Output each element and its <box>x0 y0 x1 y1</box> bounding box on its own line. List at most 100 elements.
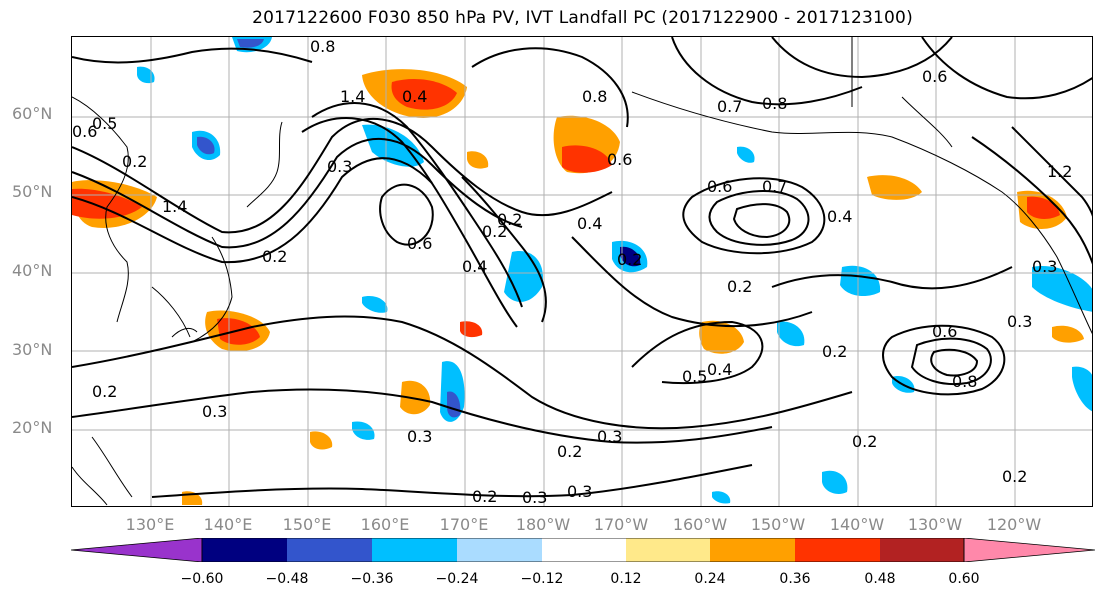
pv-contour <box>571 236 813 328</box>
longitude-label: 160°W <box>672 515 728 534</box>
contour-label: 0.3 <box>407 427 432 446</box>
colorbar-extend-low <box>71 538 203 562</box>
positive-anomaly-patch <box>391 79 457 110</box>
coastline <box>851 37 953 148</box>
coastline <box>72 436 133 506</box>
negative-anomaly-patch <box>840 265 881 297</box>
negative-anomaly-patch <box>822 470 848 494</box>
contour-label: 0.3 <box>327 157 352 176</box>
colorbar-extend-high <box>963 538 1095 562</box>
negative-anomaly-patch <box>362 124 424 167</box>
pv-contour <box>1011 126 1092 217</box>
pv-contour <box>971 136 1092 265</box>
positive-anomaly-patch <box>1027 196 1060 219</box>
contour-label: 0.4 <box>707 360 732 379</box>
contour-label: 0.2 <box>822 342 847 361</box>
pv-contour <box>311 102 523 308</box>
pv-contour <box>732 203 791 239</box>
coastlines <box>72 37 1092 506</box>
positive-anomaly-patch <box>460 321 483 338</box>
positive-anomaly-patch <box>562 145 612 173</box>
contour-label: 0.8 <box>952 372 977 391</box>
colorbar-tick-label: 0.12 <box>610 571 642 587</box>
map-panel: 0.8 1.4 0.5 0.6 0.4 0.3 0.2 0.4 0.6 0.2 … <box>71 36 1093 507</box>
contour-label-layer: 0.8 1.4 0.5 0.6 0.4 0.3 0.2 0.4 0.6 0.2 … <box>72 37 1072 507</box>
longitude-label: 140°W <box>829 515 885 534</box>
pv-contour <box>72 157 433 264</box>
colorbar-bin <box>372 538 457 562</box>
colorbar-bin <box>287 538 372 562</box>
contour-label: 0.3 <box>522 488 547 507</box>
negative-anomaly-patch <box>362 296 388 313</box>
contour-label: 0.2 <box>557 442 582 461</box>
contour-label: 0.2 <box>122 152 147 171</box>
pv-contour <box>671 37 863 106</box>
graticule <box>72 37 1092 506</box>
colorbar-tick-label: −0.24 <box>435 571 479 587</box>
pv-contour <box>471 47 629 128</box>
longitude-label: 150°W <box>750 515 806 534</box>
colorbar-tick-label: −0.48 <box>265 571 309 587</box>
contour-label: 0.4 <box>402 87 427 106</box>
pv-contour <box>461 176 547 323</box>
colorbar-frame <box>201 538 965 562</box>
positive-anomaly-patch <box>310 431 333 450</box>
longitude-label: 150°E <box>282 515 332 534</box>
contour-label: 0.8 <box>310 37 335 56</box>
longitude-label: 130°E <box>125 515 175 534</box>
pv-contour <box>151 464 753 498</box>
contour-label: 0.6 <box>932 322 957 341</box>
colorbar-bin <box>880 538 964 562</box>
negative-anomaly-patch <box>712 491 731 504</box>
contour-label: 0.6 <box>407 234 432 253</box>
longitude-label: 130°W <box>907 515 963 534</box>
coastline <box>246 121 283 208</box>
longitude-label: 120°W <box>986 515 1042 534</box>
pv-contour <box>72 117 613 234</box>
contour-label: 0.6 <box>607 150 632 169</box>
pv-contour <box>921 37 1092 100</box>
pv-contour <box>771 37 953 79</box>
contour-label: 0.8 <box>582 87 607 106</box>
longitude-label: 170°W <box>593 515 649 534</box>
pv-contour <box>771 266 1013 290</box>
contour-label: 0.3 <box>1032 257 1057 276</box>
latitude-label: 30°N <box>12 340 53 359</box>
contour-label: 0.2 <box>482 222 507 241</box>
contour-label: 0.2 <box>92 382 117 401</box>
negative-anomaly-patch <box>137 66 155 84</box>
negative-anomaly-patch <box>1072 366 1092 412</box>
contour-label: 0.5 <box>682 367 707 386</box>
negative-anomaly-patch <box>737 146 755 163</box>
contour-label: 0.6 <box>922 67 947 86</box>
shaded-anomaly-layer <box>72 37 1092 505</box>
pv-contour <box>72 47 313 64</box>
contour-label: 0.3 <box>1007 312 1032 331</box>
longitude-label: 170°E <box>439 515 489 534</box>
pv-contour <box>72 388 773 444</box>
map-canvas: 0.8 1.4 0.5 0.6 0.4 0.3 0.2 0.4 0.6 0.2 … <box>72 37 1092 507</box>
negative-anomaly-patch <box>352 421 375 440</box>
colorbar-bin <box>457 538 542 562</box>
colorbar-tick-label: 0.48 <box>864 571 896 587</box>
contour-label: 0.5 <box>92 114 117 133</box>
contour-label: 0.2 <box>852 432 877 451</box>
colorbar-bin <box>626 538 710 562</box>
map-title: 2017122600 F030 850 hPa PV, IVT Landfall… <box>252 8 913 28</box>
coastline <box>631 91 1092 335</box>
colorbar-tick-label: 0.24 <box>694 571 726 587</box>
longitude-label: 140°E <box>203 515 253 534</box>
colorbar-bin <box>710 538 795 562</box>
latitude-label: 60°N <box>12 104 53 123</box>
pv-contour <box>379 183 434 246</box>
contour-label: 0.4 <box>462 257 487 276</box>
longitude-label: 180°W <box>515 515 571 534</box>
colorbar-tick-label: −0.36 <box>350 571 394 587</box>
pv-contour <box>708 190 810 246</box>
colorbar-bin <box>795 538 880 562</box>
contour-label: 0.2 <box>727 277 752 296</box>
negative-anomaly-patch <box>620 246 641 267</box>
contour-label: 0.3 <box>202 402 227 421</box>
contour-label: 1.2 <box>1047 162 1072 181</box>
contour-label: 0.3 <box>567 482 592 501</box>
